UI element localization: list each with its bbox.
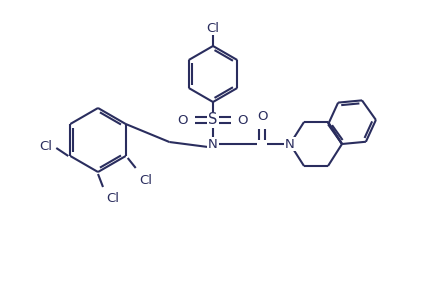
Text: N: N xyxy=(285,138,295,150)
Text: O: O xyxy=(238,114,248,126)
Text: Cl: Cl xyxy=(206,22,219,34)
Text: O: O xyxy=(178,114,188,126)
Text: Cl: Cl xyxy=(140,174,153,187)
Text: Cl: Cl xyxy=(106,192,119,205)
Text: N: N xyxy=(208,138,218,150)
Text: S: S xyxy=(208,112,218,128)
Text: Cl: Cl xyxy=(39,140,52,152)
Text: O: O xyxy=(257,110,267,123)
